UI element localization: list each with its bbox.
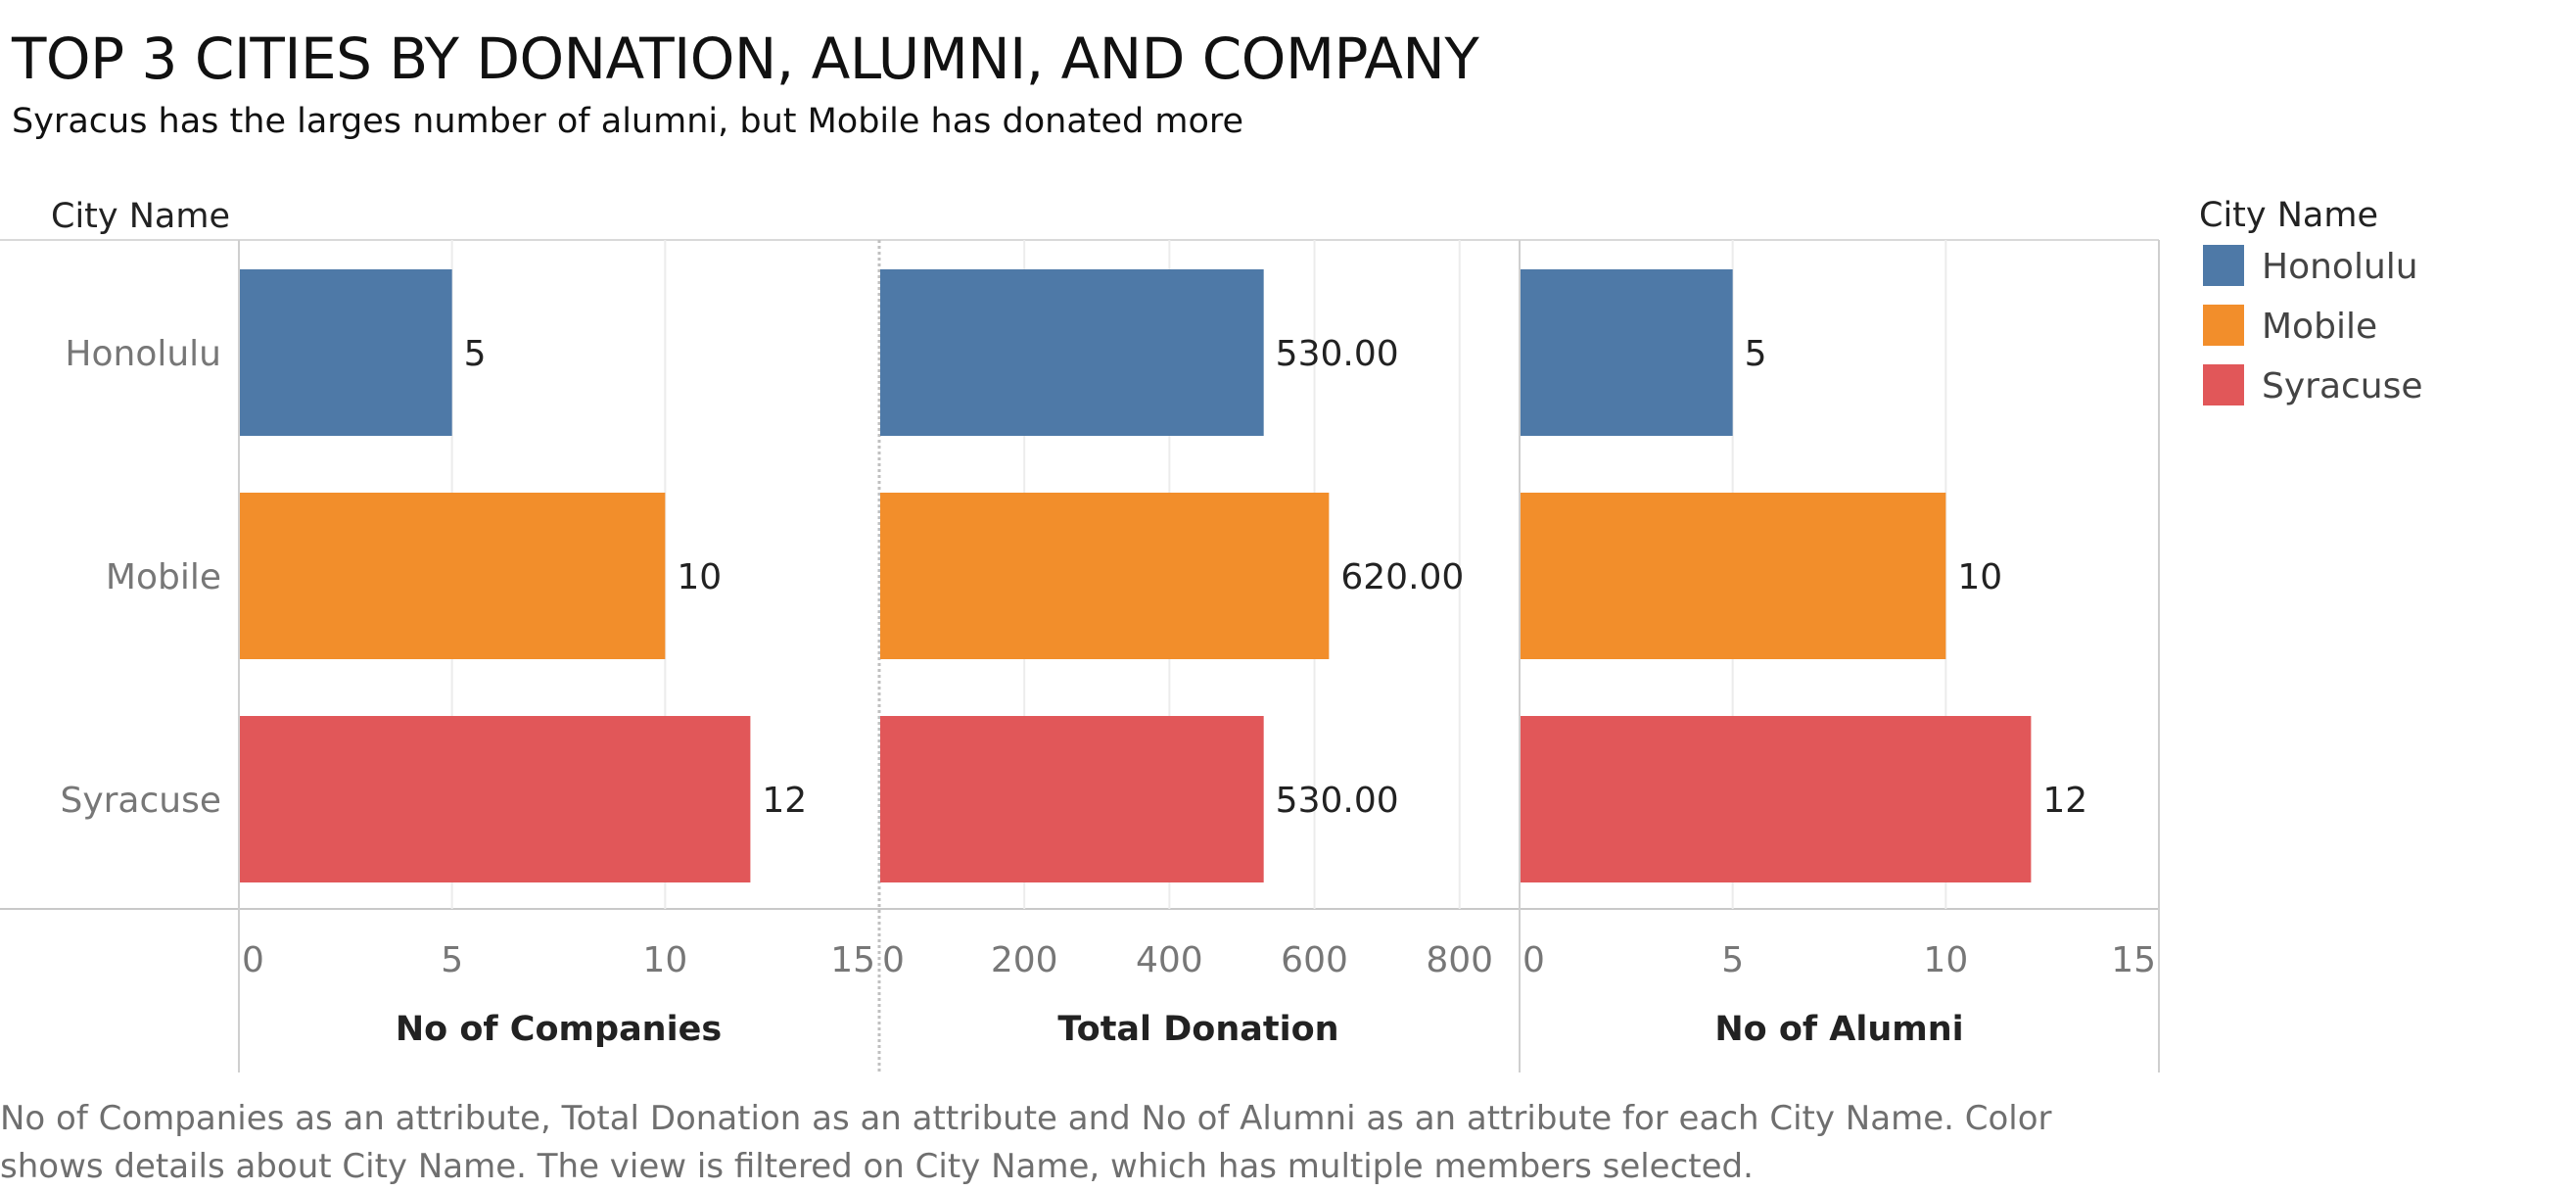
chart-subtitle: Syracus has the larges number of alumni,… <box>12 102 1244 141</box>
axis-tick-label: 0 <box>1522 940 1545 980</box>
data-label: 10 <box>1957 557 2002 597</box>
chart-title: TOP 3 CITIES BY DONATION, ALUMNI, AND CO… <box>12 25 1479 92</box>
data-label: 12 <box>2042 781 2087 821</box>
axis-tick-label: 10 <box>642 940 687 980</box>
axis-tick-label: 800 <box>1426 940 1493 980</box>
data-label: 620.00 <box>1340 557 1464 597</box>
legend-swatch-syracuse <box>2203 364 2244 405</box>
axis-title: No of Companies <box>396 1010 722 1049</box>
axis-title: Total Donation <box>1057 1010 1338 1049</box>
axis-tick-label: 5 <box>1721 940 1744 980</box>
row-label-mobile: Mobile <box>106 557 221 597</box>
legend-item-syracuse: Syracuse <box>2262 366 2423 406</box>
axis-tick-label: 0 <box>242 940 264 980</box>
data-label: 5 <box>1745 334 1767 374</box>
bar-mobile <box>1521 493 1946 659</box>
bar-syracuse <box>240 716 751 882</box>
legend-swatch-mobile <box>2203 305 2244 346</box>
legend-item-honolulu: Honolulu <box>2262 247 2418 287</box>
axis-tick-label: 600 <box>1281 940 1348 980</box>
bar-honolulu <box>880 269 1264 436</box>
data-label: 12 <box>762 781 807 821</box>
axis-tick-label: 15 <box>830 940 875 980</box>
axis-tick-label: 15 <box>2111 940 2156 980</box>
axis-tick-label: 10 <box>1923 940 1968 980</box>
bar-syracuse <box>1521 716 2032 882</box>
bar-mobile <box>880 493 1330 659</box>
axis-title: No of Alumni <box>1714 1010 1963 1049</box>
legend-item-mobile: Mobile <box>2262 307 2377 347</box>
bar-syracuse <box>880 716 1264 882</box>
row-label-honolulu: Honolulu <box>65 334 221 374</box>
data-label: 5 <box>464 334 487 374</box>
row-label-syracuse: Syracuse <box>60 781 221 821</box>
data-label: 530.00 <box>1276 334 1399 374</box>
axis-tick-label: 400 <box>1136 940 1203 980</box>
bar-honolulu <box>1521 269 1733 436</box>
axis-tick-label: 5 <box>441 940 463 980</box>
bar-honolulu <box>240 269 452 436</box>
data-label: 530.00 <box>1276 781 1399 821</box>
axis-tick-label: 200 <box>991 940 1058 980</box>
legend-swatch-honolulu <box>2203 245 2244 286</box>
axis-tick-label: 0 <box>882 940 905 980</box>
chart-caption: No of Companies as an attribute, Total D… <box>0 1099 2052 1186</box>
bar-mobile <box>240 493 666 659</box>
row-header-label: City Name <box>51 197 230 236</box>
data-label: 10 <box>677 557 722 597</box>
legend-title: City Name <box>2199 196 2378 235</box>
